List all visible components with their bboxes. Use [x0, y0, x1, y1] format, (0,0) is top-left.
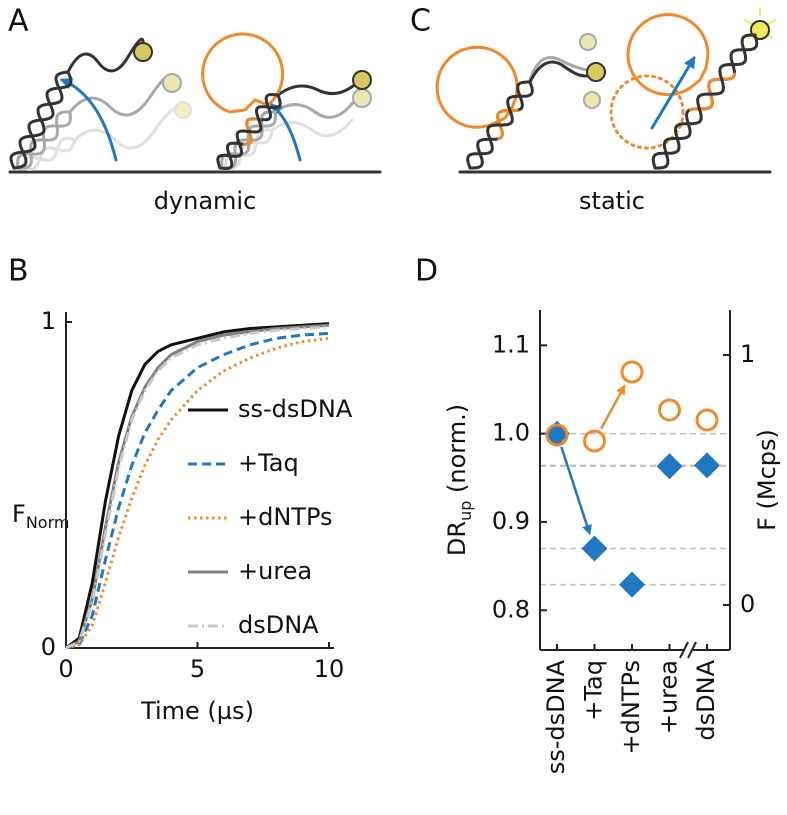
y2-axis-label: F (Mcps)	[753, 429, 781, 531]
dye	[352, 88, 372, 108]
legend-label: +dNTPs	[238, 503, 333, 531]
diamond-marker	[694, 452, 720, 479]
y-tick-label: 0	[41, 633, 56, 661]
y-axis-label: DRup (norm.)	[443, 404, 475, 556]
y2-tick-label: 0	[740, 590, 755, 618]
circle-marker	[583, 429, 606, 453]
dna-tail	[66, 37, 145, 74]
dye	[586, 62, 606, 82]
dna-helix	[16, 110, 72, 170]
x-tick-label: 5	[190, 655, 205, 683]
dna-helix	[653, 33, 759, 170]
diagrams	[8, 7, 776, 174]
dna-tail	[528, 60, 597, 84]
dna-helix	[216, 93, 282, 170]
x-tick-label: +Taq	[580, 660, 608, 721]
dna-helix	[20, 138, 77, 171]
legend-label: dsDNA	[238, 611, 319, 639]
dna-helix	[651, 33, 757, 170]
curve	[65, 322, 330, 650]
circle-marker	[695, 408, 719, 432]
dna-tail	[270, 118, 354, 138]
y-tick-label: 0.8	[492, 595, 530, 623]
circle-marker	[620, 360, 644, 384]
caption: dynamic	[154, 187, 257, 215]
circle-marker	[658, 398, 681, 422]
dna-tail	[73, 106, 187, 150]
curve	[65, 325, 330, 650]
y-tick-label: 1	[41, 307, 56, 335]
x-tick-label: dsDNA	[692, 659, 720, 740]
diamond-marker	[619, 571, 645, 598]
y-axis-label-sub: up	[456, 501, 475, 521]
y-axis-label: FNorm	[12, 500, 69, 532]
legend-label: ss-dsDNA	[238, 395, 353, 423]
arrow	[560, 446, 592, 536]
diamond-marker	[581, 535, 608, 562]
x-axis-label: Time (µs)	[140, 697, 254, 725]
arrow	[600, 384, 626, 430]
panel-label: D	[415, 254, 438, 289]
primer	[653, 33, 759, 170]
panel-label: C	[410, 4, 431, 39]
dna-helix	[466, 80, 534, 170]
panel-label: A	[8, 4, 29, 39]
x-tick-label: ss-dsDNA	[542, 659, 570, 774]
polymerase	[435, 45, 519, 129]
x-tick-label: 10	[314, 655, 345, 683]
circle-marker	[545, 423, 569, 447]
dna-tail	[276, 80, 360, 97]
y-tick-label: 1.1	[492, 330, 530, 358]
y-axis-label-main: DR	[443, 521, 471, 556]
caption: static	[579, 187, 645, 215]
dye	[133, 42, 153, 62]
dna-helix	[9, 70, 73, 170]
dye	[174, 101, 192, 119]
dye	[583, 91, 601, 109]
axis-break	[679, 641, 697, 659]
legend-label: +Taq	[238, 449, 299, 477]
curve	[65, 331, 330, 650]
dye	[352, 70, 372, 90]
polymerase	[201, 32, 285, 114]
curve	[65, 336, 330, 650]
y-tick-label: 0.9	[492, 507, 530, 535]
dna-tail	[273, 98, 357, 119]
x-tick-label: +urea	[655, 660, 683, 734]
polymerase-ghost	[609, 74, 685, 150]
panel-label: B	[8, 254, 29, 289]
x-tick-label: +dNTPs	[617, 660, 645, 755]
y-axis-label-sub: Norm	[26, 513, 70, 532]
chart-b: 0 5 10 0 1 Time (µs) FNorm ss-dsDNA +Taq +dNTPs +u…	[12, 307, 353, 725]
legend-label: +urea	[238, 557, 312, 585]
y-axis-label-main: F	[12, 500, 26, 528]
arrow	[650, 55, 696, 130]
y2-tick-label: 1	[740, 340, 755, 368]
curve	[65, 323, 330, 650]
dye	[579, 33, 597, 51]
dna-helix	[20, 137, 77, 170]
x-tick-label: 0	[58, 655, 73, 683]
y-axis-label-rest: (norm.)	[443, 404, 471, 501]
diamond-marker	[656, 453, 683, 480]
dna-tail	[528, 56, 592, 82]
chart-d: 0.8 0.9 1.0 1.1 0 1 ss-dsDNA +Taq +dNTPs +urea dsD…	[443, 310, 781, 774]
y-tick-label: 1.0	[492, 419, 530, 447]
glow	[744, 7, 776, 39]
dye	[162, 73, 182, 93]
